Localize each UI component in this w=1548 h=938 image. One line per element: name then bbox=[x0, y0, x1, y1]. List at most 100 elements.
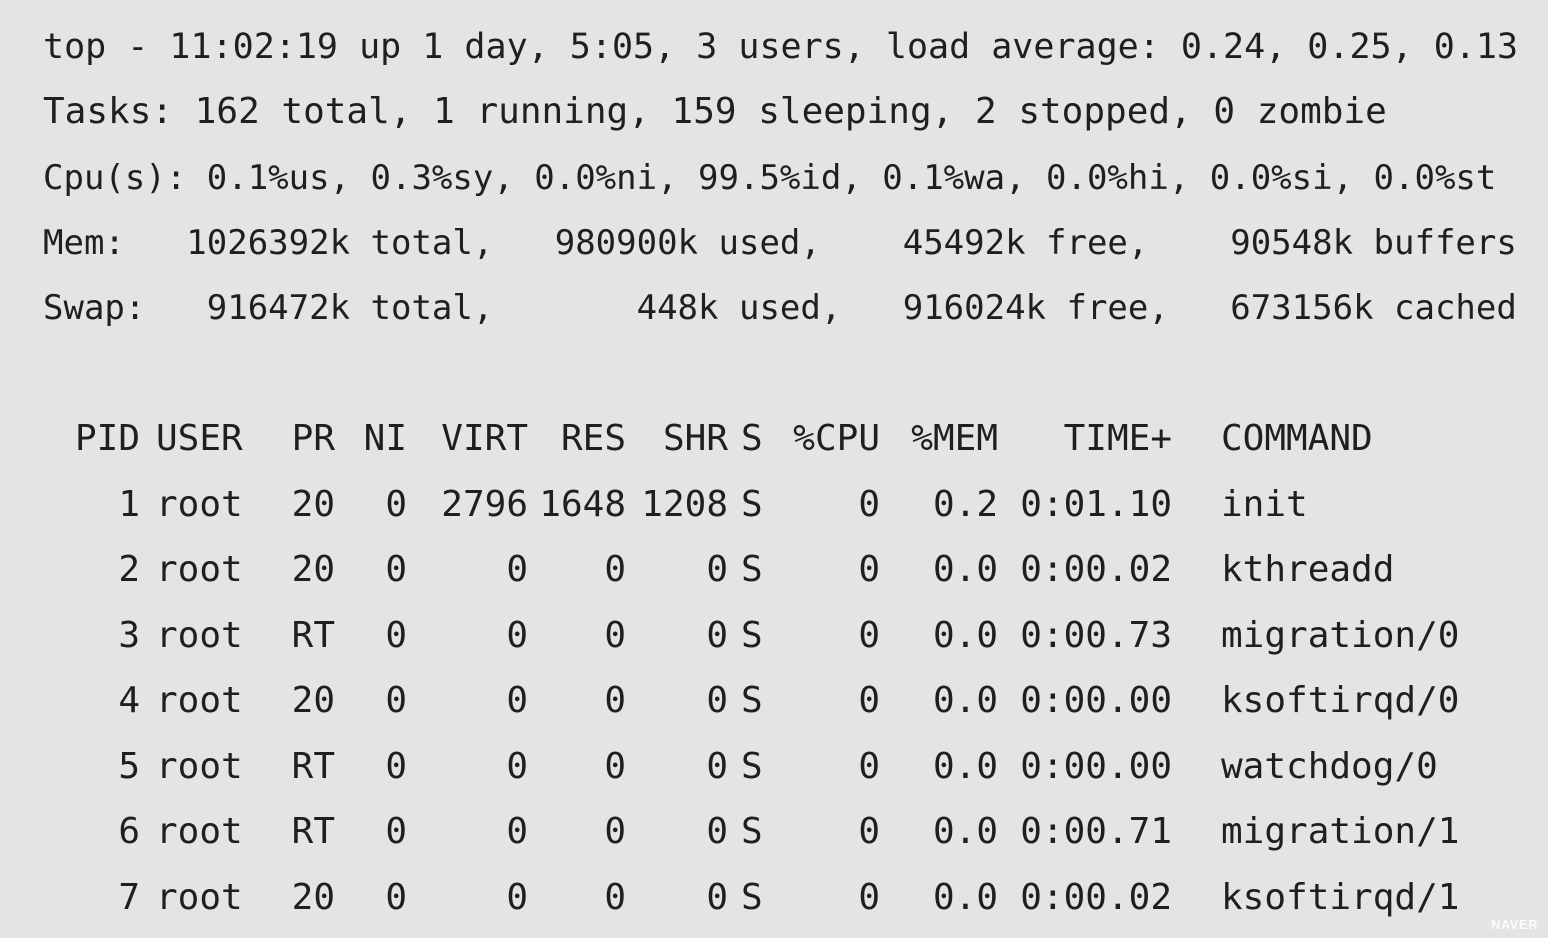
table-row[interactable]: 1 root 20 0 2796 1648 1208 S 0 0.2 0:01.… bbox=[0, 480, 1548, 546]
cell-ni: 0 bbox=[385, 876, 407, 918]
swap-line: Swap: 916472k total, 448k used, 916024k … bbox=[43, 288, 1517, 328]
cell-user: root bbox=[156, 876, 243, 918]
cell-user: root bbox=[156, 680, 243, 721]
table-row[interactable]: 5 root RT 0 0 0 0 S 0 0.0 0:00.00 watchd… bbox=[0, 742, 1548, 808]
cell-pid: 1 bbox=[118, 483, 140, 525]
cell-pid: 3 bbox=[118, 614, 140, 656]
cell-user: root bbox=[156, 811, 243, 852]
header-command[interactable]: COMMAND bbox=[1221, 418, 1373, 459]
header-shr[interactable]: SHR bbox=[662, 418, 728, 459]
header-time[interactable]: TIME+ bbox=[1063, 418, 1172, 459]
cell-mem: 0.0 bbox=[932, 614, 998, 656]
cell-time: 0:00.00 bbox=[1020, 680, 1172, 721]
header-mem[interactable]: %MEM bbox=[911, 418, 998, 459]
cpu-line: Cpu(s): 0.1%us, 0.3%sy, 0.0%ni, 99.5%id,… bbox=[43, 158, 1497, 198]
cell-shr: 0 bbox=[706, 811, 728, 852]
cell-state: S bbox=[741, 876, 763, 918]
cell-shr: 0 bbox=[706, 614, 728, 656]
cell-state: S bbox=[741, 745, 763, 787]
table-row[interactable]: 2 root 20 0 0 0 0 S 0 0.0 0:00.02 kthrea… bbox=[0, 545, 1548, 611]
cell-time: 0:01.10 bbox=[1020, 483, 1172, 525]
cell-virt: 0 bbox=[506, 876, 528, 918]
cell-cpu: 0 bbox=[858, 483, 880, 525]
cell-shr: 0 bbox=[706, 876, 728, 918]
header-pr[interactable]: PR bbox=[291, 418, 335, 459]
cell-pr: 20 bbox=[291, 549, 335, 590]
process-table: PID USER PR NI VIRT RES SHR S %CPU %MEM … bbox=[0, 414, 1548, 938]
mem-line: Mem: 1026392k total, 980900k used, 45492… bbox=[43, 223, 1517, 263]
cell-res: 0 bbox=[604, 614, 626, 656]
cell-ni: 0 bbox=[385, 680, 407, 721]
cell-res: 0 bbox=[604, 745, 626, 787]
cell-pid: 7 bbox=[118, 876, 140, 918]
cell-cpu: 0 bbox=[858, 680, 880, 721]
cell-mem: 0.0 bbox=[932, 811, 998, 852]
cell-res: 1648 bbox=[539, 483, 626, 525]
cell-state: S bbox=[741, 811, 763, 852]
cell-mem: 0.0 bbox=[932, 680, 998, 721]
cell-mem: 0.0 bbox=[932, 549, 998, 590]
cell-res: 0 bbox=[604, 811, 626, 852]
cell-shr: 0 bbox=[706, 680, 728, 721]
header-cpu[interactable]: %CPU bbox=[793, 418, 880, 459]
cell-cpu: 0 bbox=[858, 745, 880, 787]
cell-mem: 0.0 bbox=[932, 745, 998, 787]
cell-pr: 20 bbox=[291, 680, 335, 721]
cell-cpu: 0 bbox=[858, 811, 880, 852]
header-virt[interactable]: VIRT bbox=[441, 418, 528, 459]
header-s[interactable]: S bbox=[741, 418, 763, 459]
cell-res: 0 bbox=[604, 549, 626, 590]
cell-shr: 0 bbox=[706, 549, 728, 590]
cell-user: root bbox=[156, 483, 243, 525]
cell-ni: 0 bbox=[385, 549, 407, 590]
cell-pr: RT bbox=[291, 745, 335, 787]
cell-command: ksoftirqd/1 bbox=[1221, 876, 1460, 918]
cell-shr: 0 bbox=[706, 745, 728, 787]
table-row[interactable]: 3 root RT 0 0 0 0 S 0 0.0 0:00.73 migrat… bbox=[0, 611, 1548, 677]
cell-pr: RT bbox=[291, 811, 335, 852]
cell-command: kthreadd bbox=[1221, 549, 1395, 590]
cell-pid: 2 bbox=[118, 549, 140, 590]
cell-time: 0:00.02 bbox=[1020, 549, 1172, 590]
header-user[interactable]: USER bbox=[156, 418, 243, 459]
cell-state: S bbox=[741, 614, 763, 656]
cell-pid: 5 bbox=[118, 745, 140, 787]
cell-virt: 0 bbox=[506, 614, 528, 656]
cell-pid: 6 bbox=[118, 811, 140, 852]
cell-user: root bbox=[156, 614, 243, 656]
cell-command: init bbox=[1221, 483, 1308, 525]
cell-virt: 0 bbox=[506, 549, 528, 590]
cell-ni: 0 bbox=[385, 614, 407, 656]
cell-command: ksoftirqd/0 bbox=[1221, 680, 1460, 721]
header-ni[interactable]: NI bbox=[363, 418, 407, 459]
cell-virt: 0 bbox=[506, 745, 528, 787]
uptime-load-line: top - 11:02:19 up 1 day, 5:05, 3 users, … bbox=[43, 27, 1519, 67]
cell-ni: 0 bbox=[385, 483, 407, 525]
cell-time: 0:00.02 bbox=[1020, 876, 1172, 918]
cell-cpu: 0 bbox=[858, 549, 880, 590]
header-res[interactable]: RES bbox=[560, 418, 626, 459]
table-row[interactable]: 6 root RT 0 0 0 0 S 0 0.0 0:00.71 migrat… bbox=[0, 807, 1548, 873]
cell-time: 0:00.71 bbox=[1020, 811, 1172, 852]
cell-state: S bbox=[741, 549, 763, 590]
cell-res: 0 bbox=[604, 680, 626, 721]
cell-pid: 4 bbox=[118, 680, 140, 721]
cell-user: root bbox=[156, 549, 243, 590]
table-row[interactable]: 4 root 20 0 0 0 0 S 0 0.0 0:00.00 ksofti… bbox=[0, 676, 1548, 742]
cell-state: S bbox=[741, 483, 763, 525]
table-row[interactable]: 7 root 20 0 0 0 0 S 0 0.0 0:00.02 ksofti… bbox=[0, 873, 1548, 938]
cell-user: root bbox=[156, 745, 243, 787]
cell-time: 0:00.73 bbox=[1020, 614, 1172, 656]
cell-shr: 1208 bbox=[641, 483, 728, 525]
table-header-row: PID USER PR NI VIRT RES SHR S %CPU %MEM … bbox=[0, 414, 1548, 480]
header-pid[interactable]: PID bbox=[74, 418, 140, 459]
cell-time: 0:00.00 bbox=[1020, 745, 1172, 787]
cell-mem: 0.2 bbox=[932, 483, 998, 525]
cell-virt: 0 bbox=[506, 811, 528, 852]
cell-res: 0 bbox=[604, 876, 626, 918]
cell-command: migration/0 bbox=[1221, 614, 1460, 656]
cell-ni: 0 bbox=[385, 811, 407, 852]
cell-command: migration/1 bbox=[1221, 811, 1460, 852]
cell-pr: RT bbox=[291, 614, 335, 656]
